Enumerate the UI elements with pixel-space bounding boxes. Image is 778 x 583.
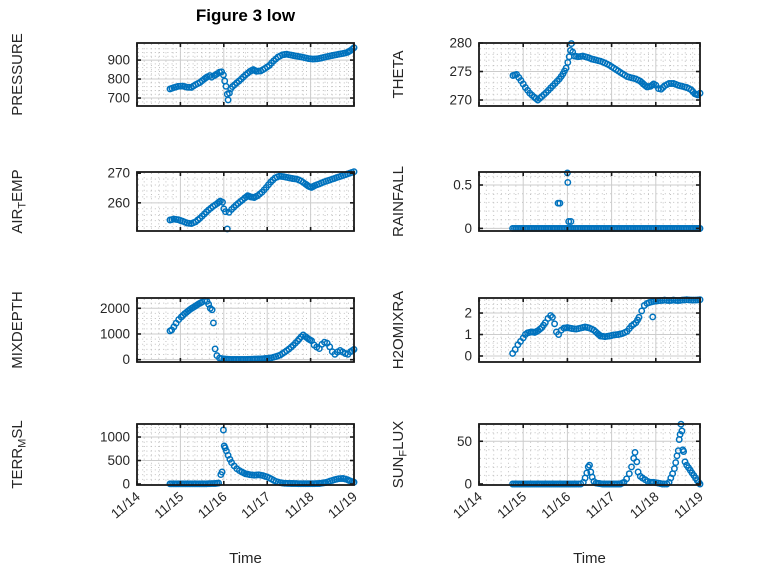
y-tick-label: 0 xyxy=(464,221,472,236)
y-tick-label: 900 xyxy=(107,53,130,68)
y-axis-label-theta: THETA xyxy=(390,50,407,98)
x-tick-label: 11/19 xyxy=(671,489,706,522)
y-tick-label: 260 xyxy=(107,195,130,210)
y-tick-label: 0 xyxy=(122,352,130,367)
y-tick-label: 0 xyxy=(464,348,472,363)
x-tick-label: 11/15 xyxy=(152,489,187,522)
x-tick-label: 11/18 xyxy=(282,489,317,522)
y-tick-label: 2000 xyxy=(100,301,130,316)
subplot-pressure: 700 800 900 PRESSURE xyxy=(9,33,358,116)
x-axis-label-left: Time xyxy=(229,550,262,567)
y-tick-label: 275 xyxy=(449,64,472,79)
y-axis-label-pressure: PRESSURE xyxy=(9,33,26,116)
major-grid xyxy=(480,299,699,361)
minor-grid xyxy=(480,425,699,484)
x-tick-label: 11/17 xyxy=(583,489,618,522)
subplot-air-temp: 260 270 AIRTEMP xyxy=(9,166,358,234)
tick-marks xyxy=(478,172,701,231)
y-tick-label: 1000 xyxy=(100,430,130,445)
tick-marks xyxy=(136,43,355,106)
minor-grid xyxy=(138,44,353,105)
x-tick-label: 11/15 xyxy=(494,489,529,522)
y-axis-label-mixdepth: MIXDEPTH xyxy=(9,291,26,369)
data-series-pressure xyxy=(166,44,358,104)
subplot-theta: 270 275 280 THETA xyxy=(390,36,704,108)
y-tick-label: 1000 xyxy=(100,326,130,341)
axes-box xyxy=(136,171,355,232)
major-grid xyxy=(480,425,699,484)
minor-grid xyxy=(480,173,699,230)
subplot-rainfall: 0 0.5 RAINFALL xyxy=(390,166,704,237)
x-tick-label: 11/14 xyxy=(450,488,485,521)
subplot-mixdepth: 0 1000 2000 MIXDEPTH xyxy=(9,291,358,369)
figure-title: Figure 3 low xyxy=(195,6,296,25)
axes-box xyxy=(478,297,701,363)
data-series-terr-msl xyxy=(166,426,358,488)
x-tick-label: 11/19 xyxy=(325,489,360,522)
subplot-terr-msl: 0 500 1000 11/14 11/15 11/16 11/17 11/18 11/19 TE… xyxy=(9,420,360,521)
axes-box xyxy=(478,42,701,107)
y-tick-label: 270 xyxy=(449,93,472,108)
y-tick-label: 0 xyxy=(122,477,130,492)
axes-box xyxy=(136,297,355,363)
axes-box xyxy=(136,423,355,486)
minor-grid xyxy=(138,425,353,484)
tick-marks xyxy=(478,42,701,106)
x-axis-label-right: Time xyxy=(573,550,606,567)
y-axis-label-h2omixra: H2OMIXRA xyxy=(390,291,407,369)
data-series-sun-flux xyxy=(509,420,704,488)
y-tick-label: 0 xyxy=(464,476,472,491)
plot-background xyxy=(479,172,700,231)
x-tick-label: 11/17 xyxy=(238,489,273,522)
y-axis-label-air-temp: AIRTEMP xyxy=(9,169,29,233)
y-tick-label: 50 xyxy=(457,434,472,449)
y-tick-label: 800 xyxy=(107,72,130,87)
y-tick-label: 500 xyxy=(107,453,130,468)
axes-box xyxy=(478,171,701,232)
y-tick-label: 280 xyxy=(449,36,472,51)
y-tick-label: 270 xyxy=(107,166,130,181)
y-tick-label: 0.5 xyxy=(453,178,472,193)
major-grid xyxy=(480,44,699,105)
x-tick-label: 11/18 xyxy=(627,489,662,522)
tick-marks xyxy=(136,172,355,231)
subplot-sun-flux: 0 50 11/14 11/15 11/16 11/17 11/18 11/19 SUNFLUX xyxy=(390,421,706,522)
data-series-theta xyxy=(509,40,704,104)
y-tick-label: 2 xyxy=(464,306,472,321)
y-axis-label-sun-flux: SUNFLUX xyxy=(390,421,410,489)
axes-box xyxy=(136,42,355,107)
major-grid xyxy=(138,44,353,105)
y-axis-label-rainfall: RAINFALL xyxy=(390,166,407,237)
y-tick-label: 700 xyxy=(107,91,130,106)
x-tick-label: 11/14 xyxy=(108,488,143,521)
tick-marks xyxy=(478,424,701,485)
tick-marks xyxy=(136,298,355,362)
axes-box xyxy=(478,423,701,486)
tick-marks xyxy=(136,424,355,485)
subplot-h2omixra: 0 1 2 H2OMIXRA xyxy=(390,291,704,369)
data-series-mixdepth xyxy=(166,297,358,363)
tick-marks xyxy=(478,298,701,362)
y-tick-label: 1 xyxy=(464,327,472,342)
data-series-air-temp xyxy=(166,168,358,233)
x-tick-label: 11/16 xyxy=(195,489,230,522)
y-axis-label-terr-msl: TERRMSL xyxy=(9,420,29,488)
x-tick-label: 11/16 xyxy=(539,489,574,522)
